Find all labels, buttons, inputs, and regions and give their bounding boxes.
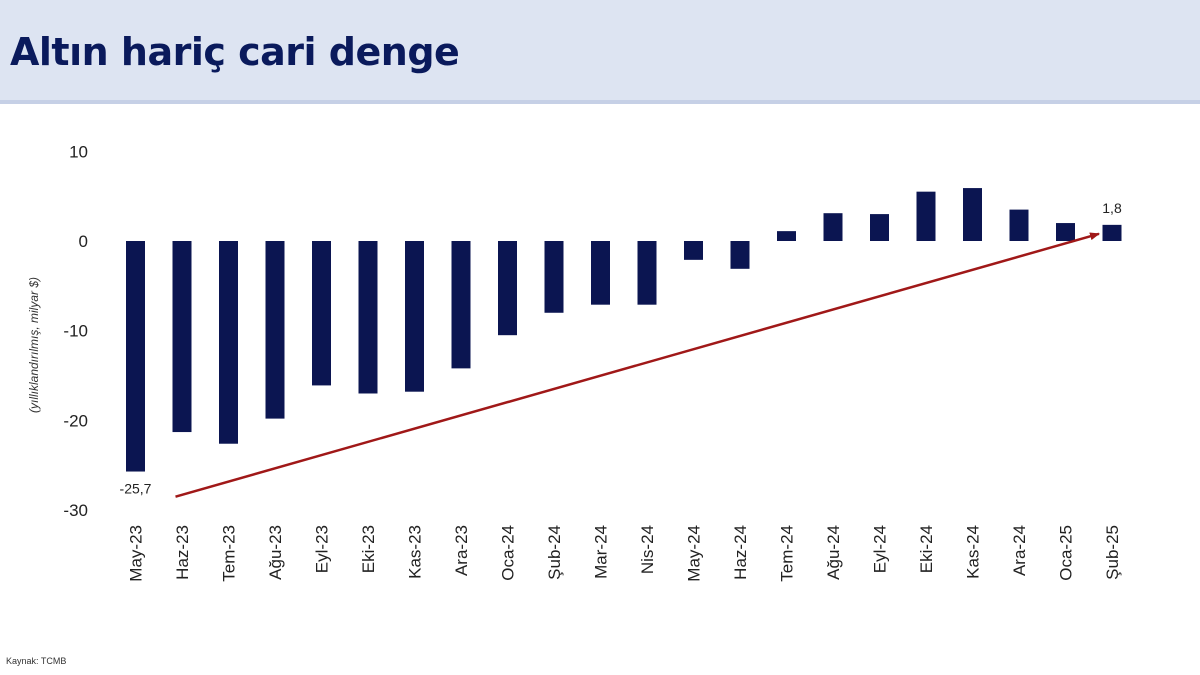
y-tick-label: -30 (63, 501, 88, 520)
bar (265, 241, 285, 419)
x-tick-label: May-23 (127, 525, 146, 582)
y-axis-label: (yıllıklandırılmış, milyar $) (27, 277, 41, 413)
x-tick-label: Oca-24 (499, 525, 518, 581)
x-tick-label: May-24 (685, 525, 704, 582)
bar (172, 241, 192, 433)
bar (219, 241, 238, 444)
x-tick-label: Eyl-24 (871, 525, 890, 573)
x-tick-label: Eki-24 (917, 525, 936, 573)
x-tick-label: Şub-25 (1103, 525, 1122, 580)
trend-arrow (175, 232, 1100, 498)
data-label: 1,8 (1102, 200, 1122, 216)
bar (916, 191, 936, 241)
x-tick-label: Ara-24 (1010, 525, 1029, 576)
x-tick-label: Kas-23 (406, 525, 425, 579)
x-tick-label: Ağu-24 (824, 525, 843, 580)
bar (451, 241, 471, 369)
page-title: Altın hariç cari denge (10, 30, 460, 74)
bar (963, 188, 982, 241)
source-note: Kaynak: TCMB (6, 656, 67, 666)
x-tick-label: Eyl-23 (313, 525, 332, 573)
bar (358, 241, 378, 394)
bar (684, 241, 703, 260)
bar (1056, 223, 1075, 241)
x-tick-label: Tem-23 (220, 525, 239, 582)
bar (498, 241, 517, 336)
y-tick-label: -20 (63, 411, 88, 430)
y-tick-label: 10 (69, 142, 88, 161)
bar (637, 241, 657, 305)
bar (312, 241, 331, 386)
bar (405, 241, 424, 392)
x-tick-label: Tem-24 (778, 525, 797, 582)
y-tick-label: 0 (79, 232, 88, 251)
bar (777, 231, 796, 241)
x-tick-label: Ağu-23 (266, 525, 285, 580)
bar-chart: 10 0 -10 -20 -30 (yıllıklandırılmış, milyar $… (27, 142, 1122, 582)
x-tick-label: Eki-23 (359, 525, 378, 573)
x-tick-label: Şub-24 (545, 525, 564, 580)
title-banner: Altın hariç cari denge (0, 0, 1200, 104)
x-tick-label: Ara-23 (452, 525, 471, 576)
bar (823, 213, 843, 241)
data-label: -25,7 (120, 481, 152, 497)
x-tick-label: Mar-24 (592, 525, 611, 579)
x-tick-label: Haz-23 (173, 525, 192, 580)
bar (544, 241, 564, 313)
x-tick-label: Kas-24 (964, 525, 983, 579)
bar (1009, 209, 1029, 241)
bar (126, 241, 145, 472)
bar (1102, 224, 1122, 241)
bar (591, 241, 610, 305)
y-tick-label: -10 (63, 322, 88, 341)
bar (730, 241, 750, 269)
x-tick-label: Haz-24 (731, 525, 750, 580)
x-tick-label: Oca-25 (1057, 525, 1076, 581)
bar (870, 214, 889, 241)
x-tick-label: Nis-24 (638, 525, 657, 574)
